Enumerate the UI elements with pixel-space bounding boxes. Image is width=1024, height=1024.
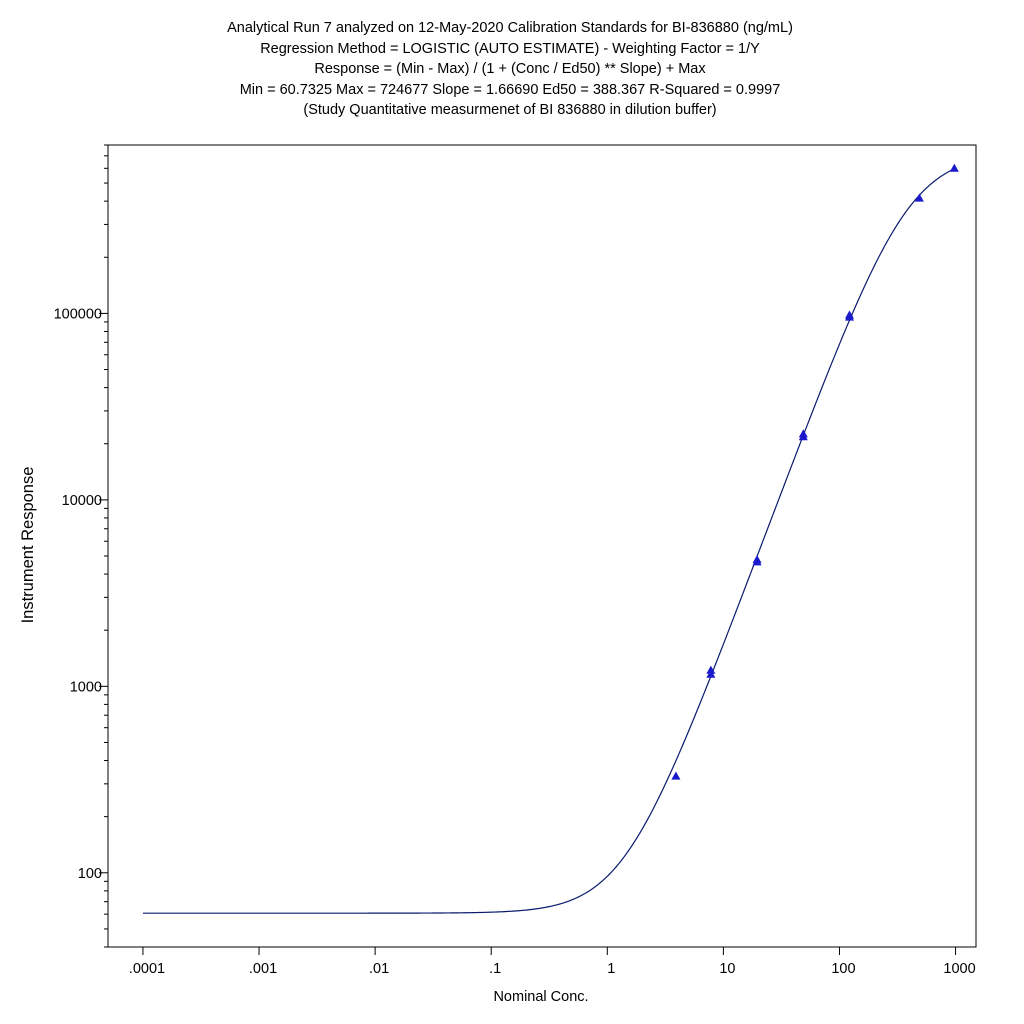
data-point-0: [671, 771, 681, 780]
x-tick-label-1: .001: [249, 961, 277, 977]
title-line-5: (Study Quantitative measurmenet of BI 83…: [303, 102, 717, 118]
x-tick-label-2: .01: [369, 961, 389, 977]
title-line-2: Regression Method = LOGISTIC (AUTO ESTIM…: [260, 40, 760, 57]
x-tick-label-6: 100: [831, 961, 855, 977]
y-axis: 100 1000 10000 100000: [54, 144, 108, 948]
y-tick-label-1: 1000: [70, 679, 102, 695]
title-line-1: Analytical Run 7 analyzed on 12-May-2020…: [227, 20, 793, 36]
title-line-3: Response = (Min - Max) / (1 + (Conc / Ed…: [314, 61, 706, 77]
data-point-9: [914, 193, 924, 202]
y-tick-label-0: 100: [78, 866, 102, 882]
x-axis-title: Nominal Conc.: [493, 989, 588, 1005]
title-line-4: Min = 60.7325 Max = 724677 Slope = 1.666…: [239, 81, 781, 98]
y-tick-label-3: 100000: [54, 306, 102, 322]
y-tick-label-2: 10000: [62, 493, 102, 509]
data-point-1: [706, 669, 716, 678]
x-tick-label-5: 10: [719, 961, 735, 977]
x-axis: .0001 .001 .01 .1 1 10 100 1000: [129, 947, 976, 977]
x-tick-label-0: .0001: [129, 961, 165, 977]
fit-curve: [142, 167, 956, 914]
plot-frame: [107, 144, 977, 948]
x-tick-label-3: .1: [489, 961, 501, 977]
chart-title: Analytical Run 7 analyzed on 12-May-2020…: [0, 18, 1020, 121]
data-point-2: [706, 665, 716, 674]
data-point-6: [798, 429, 808, 438]
x-tick-label-4: 1: [607, 961, 615, 977]
x-tick-label-7: 1000: [943, 961, 975, 977]
data-point-8: [844, 310, 855, 319]
data-point-10: [949, 163, 959, 172]
data-point-4: [752, 555, 762, 564]
data-points: [671, 163, 959, 780]
y-axis-title: Instrument Response: [19, 467, 37, 624]
